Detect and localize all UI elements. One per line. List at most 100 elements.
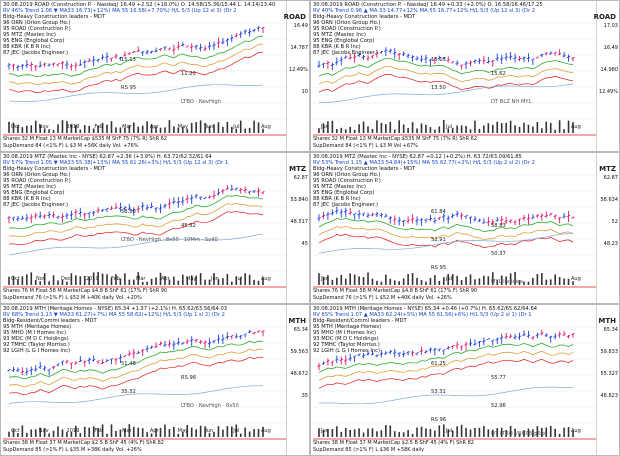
volume-bar	[527, 428, 530, 437]
header-line-1: 30.08.2019 ROAD (Construction P. - Nasda…	[313, 2, 543, 8]
volume-bar	[8, 276, 10, 285]
peer-list-item: 93 MDC (M D C Holdings)	[313, 336, 379, 342]
chart-panel-mtz-left[interactable]: MTZ 62.87 53.840 48.517 45 30.08.2019 MTZ (…	[0, 152, 310, 304]
chart-annotation: 53.31	[431, 389, 446, 395]
peer-list-item: 87 JEC (Jacobs Engineer.)	[313, 50, 379, 56]
price-plot[interactable]	[1, 305, 289, 456]
footer-line-2: SupDemand 84 (<1% F) L $3 M Vol +67%	[313, 143, 418, 149]
volume-bar	[509, 120, 512, 133]
chart-panel-mtz-right[interactable]: MTZ 62.87 58.634 52 48.23 30.08.2019 MTZ (M…	[310, 152, 620, 304]
volume-bar	[128, 424, 131, 437]
footer-line-1: Shares 32 M Float 13 M MarketCap $535 M …	[3, 136, 168, 142]
peer-list-item: 95 MTZ (Mastec Inc)	[3, 184, 56, 190]
volume-bar	[173, 276, 175, 285]
volume-bar	[558, 277, 561, 285]
volume-bar	[128, 279, 131, 285]
volume-bar	[30, 125, 33, 133]
volume-bar	[407, 429, 409, 437]
peer-list-item: 95 ENG (Englobal Corp)	[3, 38, 65, 44]
chart-annotation: RS 95	[121, 85, 137, 91]
price-plot[interactable]	[311, 305, 599, 456]
price-tick-label: 45	[301, 241, 308, 247]
volume-bar	[106, 433, 108, 437]
volume-bar	[451, 127, 454, 133]
volume-bar	[447, 429, 450, 437]
x-axis-label: Feb	[94, 124, 104, 130]
volume-bar	[500, 123, 503, 133]
volume-bar	[61, 120, 64, 133]
header-line-2: RV 40% Trend 0.96 ▲ MA 33 14.77+12% MA 5…	[313, 8, 536, 14]
price-axis: MTH 65.34 59.563 48.672 35	[286, 305, 309, 455]
volume-bar	[465, 427, 467, 437]
peer-list-item: 92 TMHC (Taylor Morriso.)	[313, 342, 380, 348]
x-axis-label: Aug	[571, 276, 581, 282]
volume-bar	[204, 122, 206, 133]
chart-panel-road-right[interactable]: ROAD 17.03 16.49 14.980 12.49% 30.08.2019 R…	[310, 0, 620, 152]
peer-list-item: 95 MTZ (Mastec Inc)	[3, 32, 56, 38]
relative-strength-line	[318, 83, 574, 104]
volume-bar	[168, 429, 171, 437]
volume-bar	[181, 431, 184, 437]
chart-panel-mth-left[interactable]: MTH 65.34 59.563 48.672 35 30.08.2019 MTH (…	[0, 304, 310, 456]
price-plot[interactable]	[311, 1, 599, 152]
volume-bar	[17, 125, 19, 133]
volume-bar	[483, 426, 485, 437]
volume-bar	[213, 273, 215, 285]
volume-bar	[469, 274, 472, 285]
footer-line-2: SupDemand 84 (<1% F) L $3 M +56K daily V…	[3, 143, 139, 149]
price-plot[interactable]	[1, 153, 289, 304]
group-title: Bldg-Heavy Construction leaders - MDT	[313, 166, 416, 172]
volume-bar	[159, 427, 162, 437]
volume-bar	[226, 121, 229, 133]
volume-bar	[509, 425, 512, 437]
volume-bar	[177, 280, 180, 285]
volume-bar	[349, 429, 351, 437]
volume-bar	[34, 280, 37, 285]
moving-average-line	[318, 350, 574, 381]
volume-bar	[101, 273, 104, 285]
chart-annotation: 45.52	[181, 223, 196, 229]
volume-bar	[150, 433, 153, 437]
volume-bar	[115, 127, 117, 133]
price-tick-label: 48.517	[290, 219, 309, 225]
header-line-2: RV 46% Trend 1.06 ▼ MA33 16.73(+12%) MA …	[3, 8, 237, 14]
volume-bar	[92, 272, 95, 285]
x-axis-label: Jun	[205, 124, 214, 130]
moving-average-line	[318, 233, 574, 248]
x-axis-label: Jun	[321, 276, 329, 282]
x-axis-label: Apr	[161, 276, 170, 282]
x-axis-label: Apr	[149, 428, 159, 434]
x-axis-label: Mar	[122, 124, 132, 130]
chart-panel-mth-right[interactable]: MTH 65.34 59.833 55.327 48.823 30.08.2019 M…	[310, 304, 620, 456]
footer-line-1: Shares 32 M Float 13 M MarketCap $535 M …	[313, 136, 478, 142]
moving-average-line	[318, 66, 574, 85]
volume-bar	[371, 428, 374, 437]
volume-bar	[371, 129, 374, 133]
volume-bar	[438, 425, 441, 437]
price-axis: ROAD 17.03 16.49 14.980 12.49%	[594, 1, 619, 151]
volume-bar	[385, 424, 387, 437]
volume-bar	[398, 120, 401, 133]
price-plot[interactable]	[311, 153, 599, 304]
x-axis-label: May	[177, 428, 188, 434]
volume-bar	[487, 429, 490, 437]
peer-list-item: 95 ENG (Englobal Corp)	[313, 38, 375, 44]
volume-bar	[545, 279, 548, 285]
volume-bar	[380, 430, 383, 437]
volume-bar	[385, 124, 387, 133]
price-plot[interactable]	[1, 1, 289, 152]
volume-bar	[262, 277, 264, 285]
volume-bar	[235, 276, 238, 285]
volume-bar	[465, 276, 467, 285]
header-line-1: 30.08.2019 MTZ (Mastec Inc - NYSE) 62.87…	[313, 154, 522, 160]
volume-bar	[344, 278, 347, 285]
volume-bar	[460, 125, 463, 133]
volume-bar	[340, 431, 343, 437]
volume-bar	[248, 274, 251, 285]
volume-bar	[456, 275, 458, 285]
volume-bar	[563, 278, 565, 285]
volume-bar	[213, 124, 215, 133]
volume-bar	[456, 125, 458, 133]
volume-bar	[380, 281, 383, 285]
chart-panel-road-left[interactable]: ROAD 16.49 14.787 12.49% 10 30.08.2019 ROAD…	[0, 0, 310, 152]
